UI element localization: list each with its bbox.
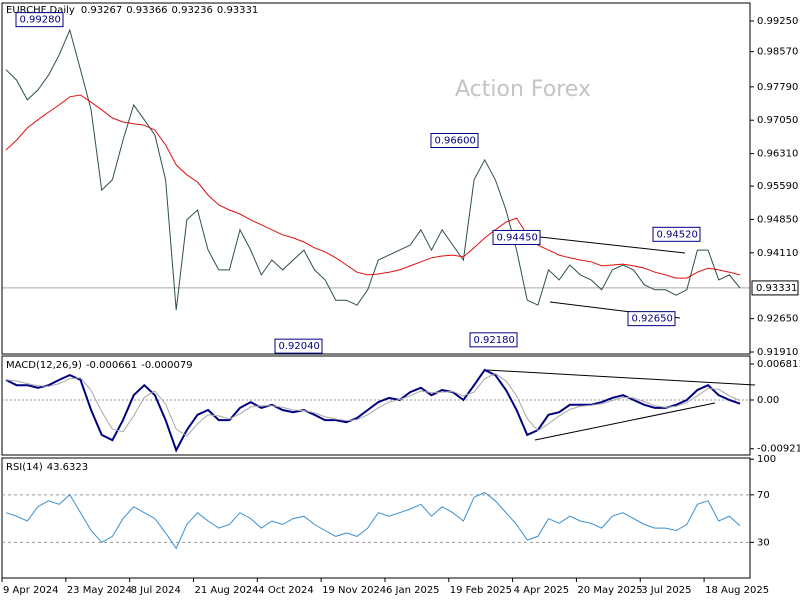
y-tick-label: 0.94110 [757,248,798,259]
pane-frame [1,355,751,456]
x-tick-label: 19 Nov 2024 [322,585,386,596]
price-annotation-box [627,311,676,327]
y-tick-label: 0.91910 [757,347,798,358]
price-annotation-box [469,332,518,348]
price-annotation-box [274,338,323,354]
y-tick-label: 0.00 [757,395,779,406]
macd-trend-bottom [534,402,716,441]
y-tick-label: 0.99250 [757,16,798,27]
series-line [5,373,741,437]
price-annotation-label: 0.96600 [435,136,476,147]
price-annotation-label: 0.92180 [474,335,515,346]
price-annotation-label: 0.94450 [497,232,538,243]
quote-open: 0.93267 [81,5,122,16]
channel-top [539,236,686,254]
price-annotation-box [652,226,701,242]
x-tick-label: 18 Aug 2025 [705,585,769,596]
price-annotation-box [492,229,541,245]
x-tick-label: 4 Oct 2024 [258,585,313,596]
y-tick-label: 0.92650 [757,314,798,325]
series-line [5,491,741,550]
x-tick-label: 3 Jul 2025 [641,585,691,596]
series-line [5,94,741,279]
macd-trend-top [486,369,756,386]
signal-value: -0.000079 [141,360,192,371]
price-annotation-label: 0.92650 [632,314,673,325]
y-tick-label: 0.96310 [757,149,798,160]
rsi-value: 43.6323 [47,462,88,473]
x-tick-label: 8 Jul 2024 [131,585,181,596]
rsi-header: RSI(14) 43.6323 [6,462,88,473]
y-tick-label: 0.94850 [757,214,798,225]
quote-close: 0.93331 [217,5,258,16]
price-header: EURCHF,Daily 0.93267 0.93366 0.93236 0.93331 [6,5,258,16]
x-tick-label: 6 Jan 2025 [386,585,440,596]
x-tick-label: 23 May 2024 [67,585,132,596]
rsi-title: RSI(14) [6,462,43,473]
y-tick-label: 100 [757,454,776,465]
macd-value: -0.000661 [86,360,137,371]
quote-low: 0.93236 [172,5,213,16]
y-tick-label: 30 [757,537,770,548]
macd-title: MACD(12,26,9) [6,360,82,371]
y-tick-label: 0.006811 [757,359,800,370]
price-annotation-label: 0.92040 [279,341,320,352]
quote-high: 0.93366 [126,5,167,16]
x-tick-label: 9 Apr 2024 [3,585,58,596]
current-price-label: 0.93331 [756,283,797,294]
y-tick-label: 0.97050 [757,115,798,126]
watermark: Action Forex [455,77,591,102]
y-tick-label: 0.98570 [757,47,798,58]
price-annotation-box [15,12,64,28]
y-tick-label: -0.009218 [757,444,800,455]
pane-frame [1,2,751,355]
series-line [5,28,741,311]
price-annotation-box [430,133,479,149]
current-price-box [751,280,799,296]
pane-frame [1,457,751,579]
y-tick-label: 0.95590 [757,181,798,192]
y-tick-label: 70 [757,490,770,501]
x-tick-label: 21 Aug 2024 [194,585,258,596]
symbol: EURCHF,Daily [6,5,75,16]
x-tick-label: 4 Apr 2025 [514,585,569,596]
x-tick-label: 19 Feb 2025 [450,585,512,596]
x-tick-label: 20 May 2025 [577,585,642,596]
price-annotation-label: 0.94520 [657,229,698,240]
series-line [5,368,741,453]
macd-header: MACD(12,26,9) -0.000661 -0.000079 [6,360,193,371]
y-tick-label: 0.97790 [757,82,798,93]
price-annotation-label: 0.99280 [20,15,61,26]
